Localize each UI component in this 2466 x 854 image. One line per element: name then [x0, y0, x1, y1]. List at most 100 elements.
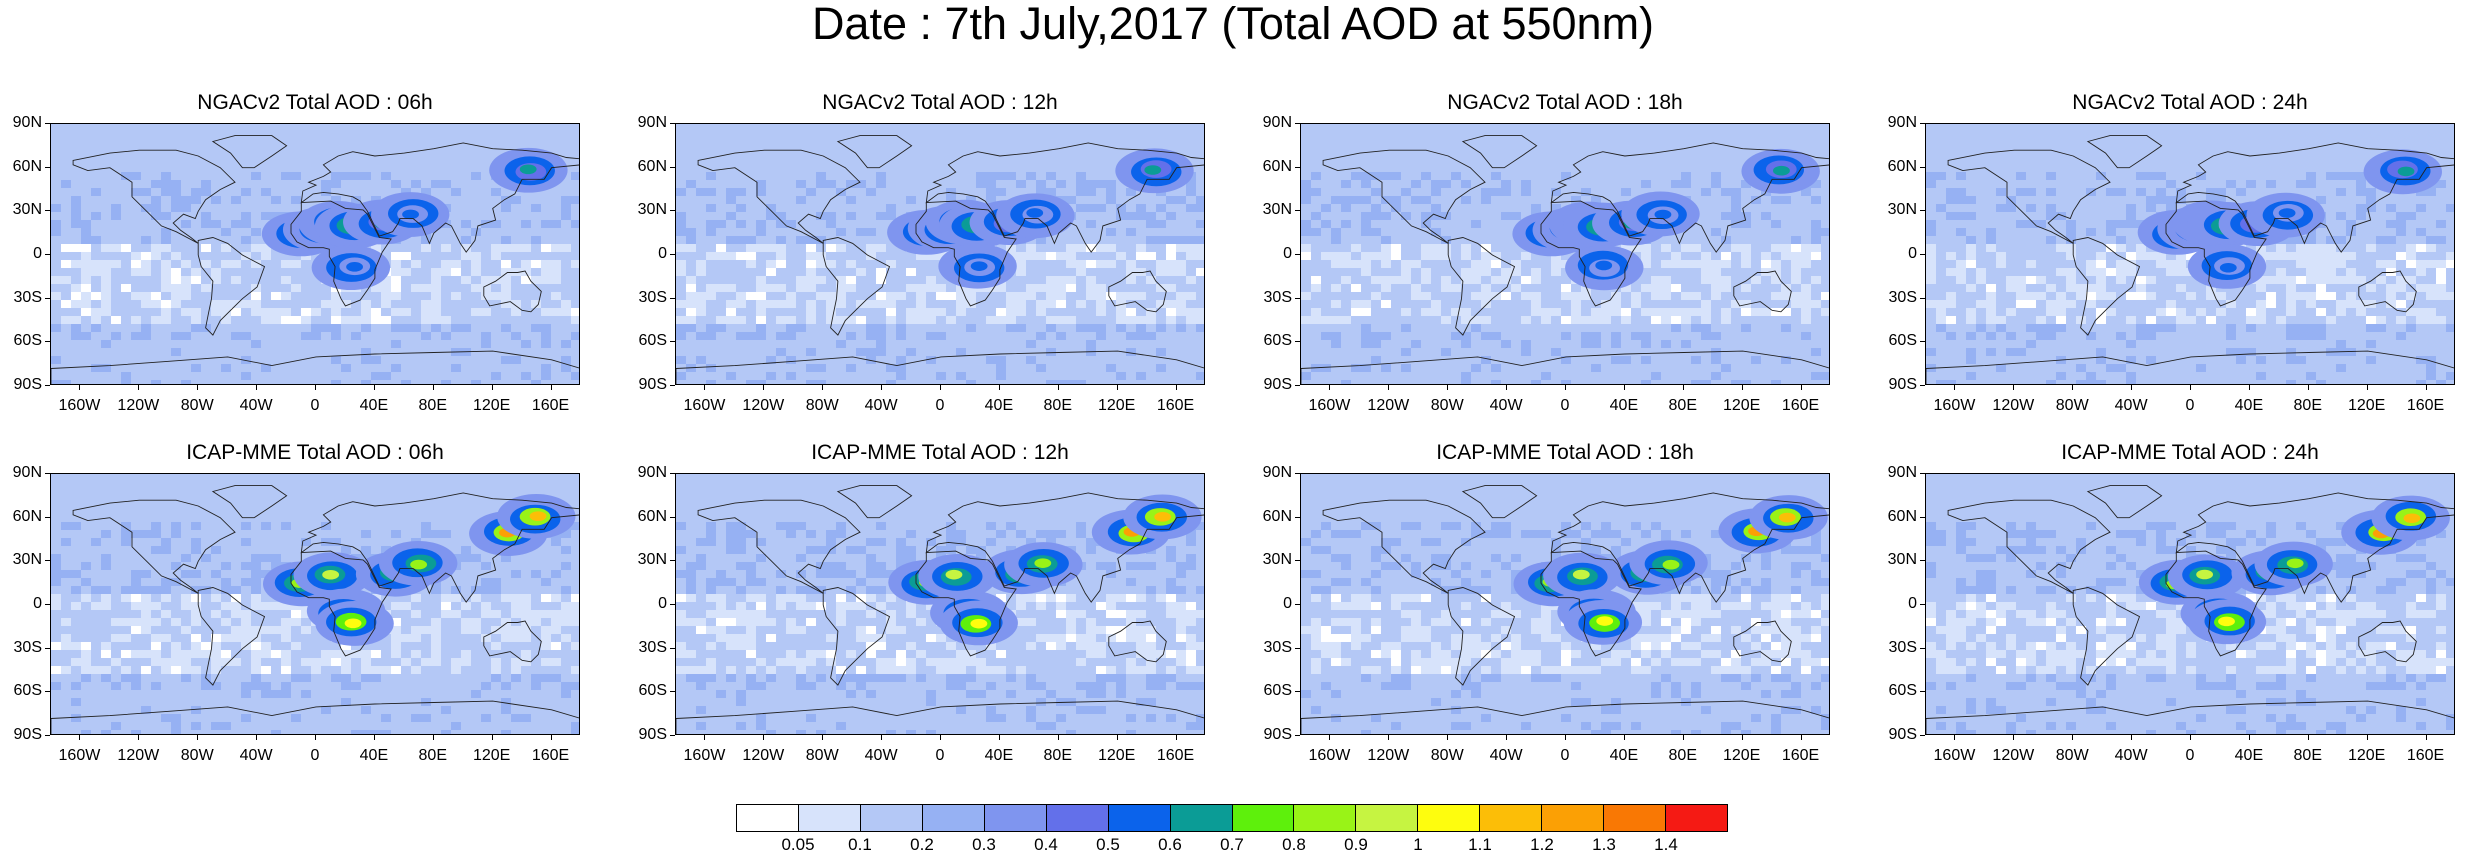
aod-cell	[71, 284, 81, 292]
aod-cell	[856, 372, 866, 380]
aod-cell	[251, 172, 261, 180]
aod-cell	[1491, 252, 1501, 260]
aod-cell	[531, 132, 541, 140]
aod-cell	[1671, 180, 1681, 188]
aod-cell	[786, 220, 796, 228]
aod-cell	[141, 228, 151, 236]
aod-cell	[1651, 148, 1661, 156]
aod-cell	[1401, 196, 1411, 204]
aod-cell	[1066, 148, 1076, 156]
aod-cell	[1421, 212, 1431, 220]
aod-cell	[101, 196, 111, 204]
aod-cell	[1036, 308, 1046, 316]
aod-cell	[826, 124, 836, 132]
aod-cell	[71, 364, 81, 372]
aod-cell	[1701, 188, 1711, 196]
aod-cell	[291, 348, 301, 356]
aod-cell	[1661, 140, 1671, 148]
aod-cell	[171, 284, 181, 292]
aod-cell	[796, 124, 806, 132]
aod-cell	[1036, 324, 1046, 332]
aod-cell	[191, 148, 201, 156]
aod-cell	[1126, 316, 1136, 324]
aod-cell	[726, 204, 736, 212]
aod-cell	[786, 348, 796, 356]
aod-cell	[91, 188, 101, 196]
aod-cell	[806, 124, 816, 132]
aod-cell	[1166, 268, 1176, 276]
aod-cell	[1681, 300, 1691, 308]
aod-cell	[1451, 308, 1461, 316]
aod-cell	[1331, 292, 1341, 300]
aod-cell	[1351, 260, 1361, 268]
lat-tick-label: 90N	[12, 114, 42, 131]
aod-cell	[1136, 204, 1146, 212]
aod-cell	[836, 252, 846, 260]
aod-cell	[401, 236, 411, 244]
aod-cell	[1671, 292, 1681, 300]
aod-cell	[996, 148, 1006, 156]
aod-cell	[1076, 180, 1086, 188]
aod-cell	[1651, 252, 1661, 260]
aod-cell	[281, 372, 291, 380]
aod-cell	[281, 132, 291, 140]
aod-cell	[1331, 196, 1341, 204]
aod-cell	[1751, 260, 1761, 268]
aod-cell	[1371, 284, 1381, 292]
aod-cell	[1391, 156, 1401, 164]
aod-cell	[876, 348, 886, 356]
aod-cell	[1421, 244, 1431, 252]
aod-cell	[1721, 300, 1731, 308]
aod-cell	[1391, 308, 1401, 316]
aod-cell	[1551, 188, 1561, 196]
aod-cell	[451, 324, 461, 332]
aod-cell	[461, 252, 471, 260]
aod-cell	[926, 252, 936, 260]
aod-cell	[826, 204, 836, 212]
aod-cell	[1016, 268, 1026, 276]
aod-cell	[491, 124, 501, 132]
aod-cell	[1116, 340, 1126, 348]
aod-cell	[1821, 284, 1829, 292]
aod-cell	[1701, 268, 1711, 276]
aod-cell	[361, 292, 371, 300]
aod-cell	[766, 356, 776, 364]
aod-cell	[211, 356, 221, 364]
aod-cell	[511, 236, 521, 244]
aod-cell	[886, 252, 896, 260]
aod-cell	[51, 268, 61, 276]
aod-cell	[966, 372, 976, 380]
aod-cell	[1136, 292, 1146, 300]
aod-cell	[1761, 220, 1771, 228]
aod-cell	[1301, 220, 1311, 228]
aod-cell	[111, 324, 121, 332]
aod-cell	[1196, 172, 1204, 180]
aod-cell	[321, 164, 331, 172]
aod-cell	[391, 372, 401, 380]
aod-cell	[531, 284, 541, 292]
aod-cell	[676, 172, 686, 180]
aod-cell	[201, 300, 211, 308]
aod-cell	[756, 204, 766, 212]
aod-cell	[131, 380, 141, 384]
aod-cell	[1321, 188, 1331, 196]
aod-cell	[896, 356, 906, 364]
aod-cell	[551, 300, 561, 308]
aod-cell	[1721, 124, 1731, 132]
aod-cell	[736, 196, 746, 204]
aod-cell	[381, 164, 391, 172]
aod-cell	[1331, 260, 1341, 268]
aod-cell	[796, 156, 806, 164]
aod-cell	[1601, 316, 1611, 324]
aod-cell	[91, 380, 101, 384]
aod-cell	[926, 260, 936, 268]
aod-cell	[886, 276, 896, 284]
aod-cell	[171, 212, 181, 220]
aod-cell	[111, 292, 121, 300]
aod-cell	[1341, 220, 1351, 228]
aod-cell	[451, 132, 461, 140]
aod-cell	[1116, 268, 1126, 276]
aod-cell	[976, 132, 986, 140]
lat-tick-label: 90S	[13, 376, 42, 393]
aod-cell	[756, 340, 766, 348]
